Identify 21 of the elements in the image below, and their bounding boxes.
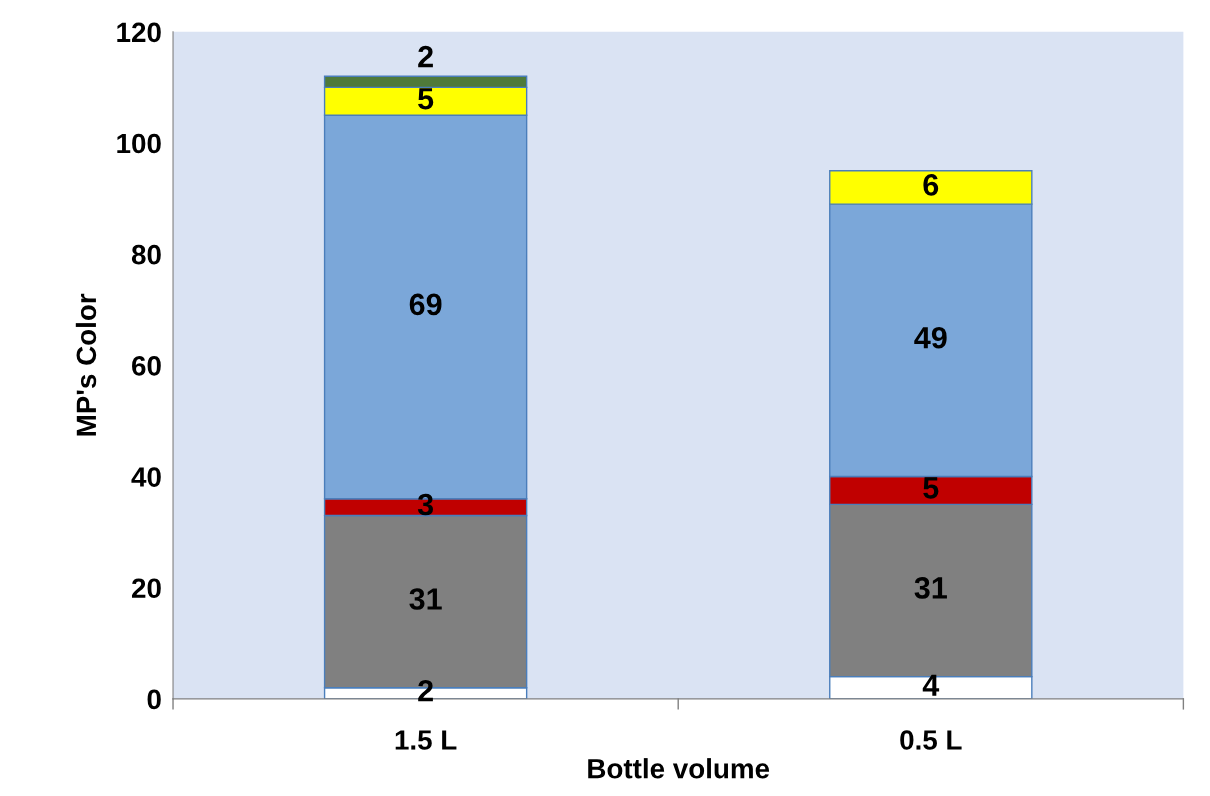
data-label: 31 [409, 588, 442, 610]
data-label: 5 [418, 88, 434, 110]
y-tick-label: 80 [131, 244, 161, 265]
y-tick-label: 0 [147, 689, 161, 710]
x-axis-title: Bottle volume [588, 758, 770, 779]
data-label: 49 [914, 326, 947, 349]
data-label: 2 [418, 45, 433, 68]
y-axis-title: MP's Color [75, 293, 97, 436]
data-label: 69 [409, 293, 442, 316]
data-label: 3 [417, 493, 434, 516]
y-tick-label: 20 [131, 578, 161, 599]
data-label: 5 [923, 477, 939, 499]
x-tick-label: 1.5 L [395, 730, 457, 750]
y-tick-label: 120 [117, 22, 161, 43]
y-tick-label: 100 [117, 133, 161, 154]
data-label: 6 [923, 174, 939, 196]
data-label: 31 [914, 577, 947, 599]
x-tick-label: 0.5 L [900, 730, 962, 750]
y-tick-label: 40 [131, 467, 161, 487]
y-tick-label: 60 [132, 356, 161, 376]
data-label: 4 [922, 674, 940, 696]
